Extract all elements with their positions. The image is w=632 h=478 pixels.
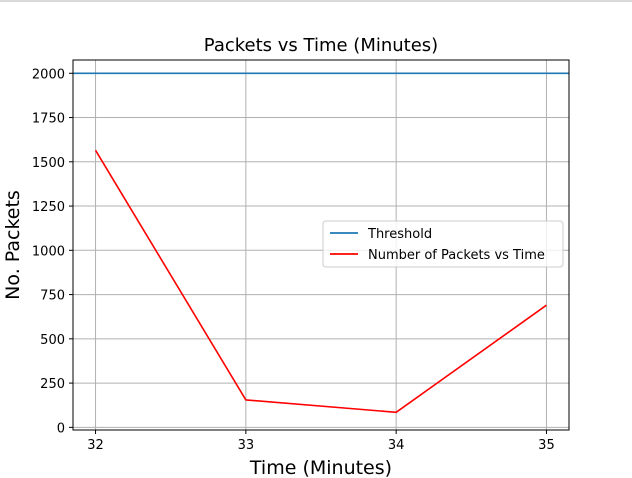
- x-tick-label: 32: [87, 438, 104, 453]
- x-tick-label: 34: [388, 438, 405, 453]
- y-axis-label: No. Packets: [2, 190, 24, 300]
- x-tick-label: 33: [238, 438, 255, 453]
- y-tick-label: 1500: [32, 156, 65, 171]
- x-tick-label: 35: [538, 438, 555, 453]
- y-tick-label: 1750: [32, 112, 65, 127]
- legend-box: [322, 220, 564, 268]
- plot-area-frame: [72, 59, 570, 431]
- x-axis-label: Time (Minutes): [249, 457, 392, 478]
- y-tick-label: 500: [40, 333, 65, 348]
- y-tick-label: 1000: [32, 244, 65, 259]
- y-tick-label: 250: [40, 377, 65, 392]
- y-tick-label: 1250: [32, 200, 65, 215]
- legend: Threshold Number of Packets vs Time: [322, 220, 564, 268]
- legend-label-0: Threshold: [367, 227, 432, 242]
- chart-title: Packets vs Time (Minutes): [204, 35, 438, 56]
- y-axis-ticks: 0 250 500 750 1000 1250 1500 1750 2000: [32, 67, 73, 436]
- window-top-border: [0, 0, 632, 2]
- y-tick-label: 0: [57, 421, 65, 436]
- packets-series-line: [94, 149, 547, 414]
- series-layer: [73, 72, 569, 414]
- x-axis-ticks: 32 33 34 35: [87, 430, 555, 453]
- y-tick-label: 750: [40, 289, 65, 304]
- legend-label-1: Number of Packets vs Time: [368, 248, 545, 263]
- y-tick-label: 2000: [32, 67, 65, 82]
